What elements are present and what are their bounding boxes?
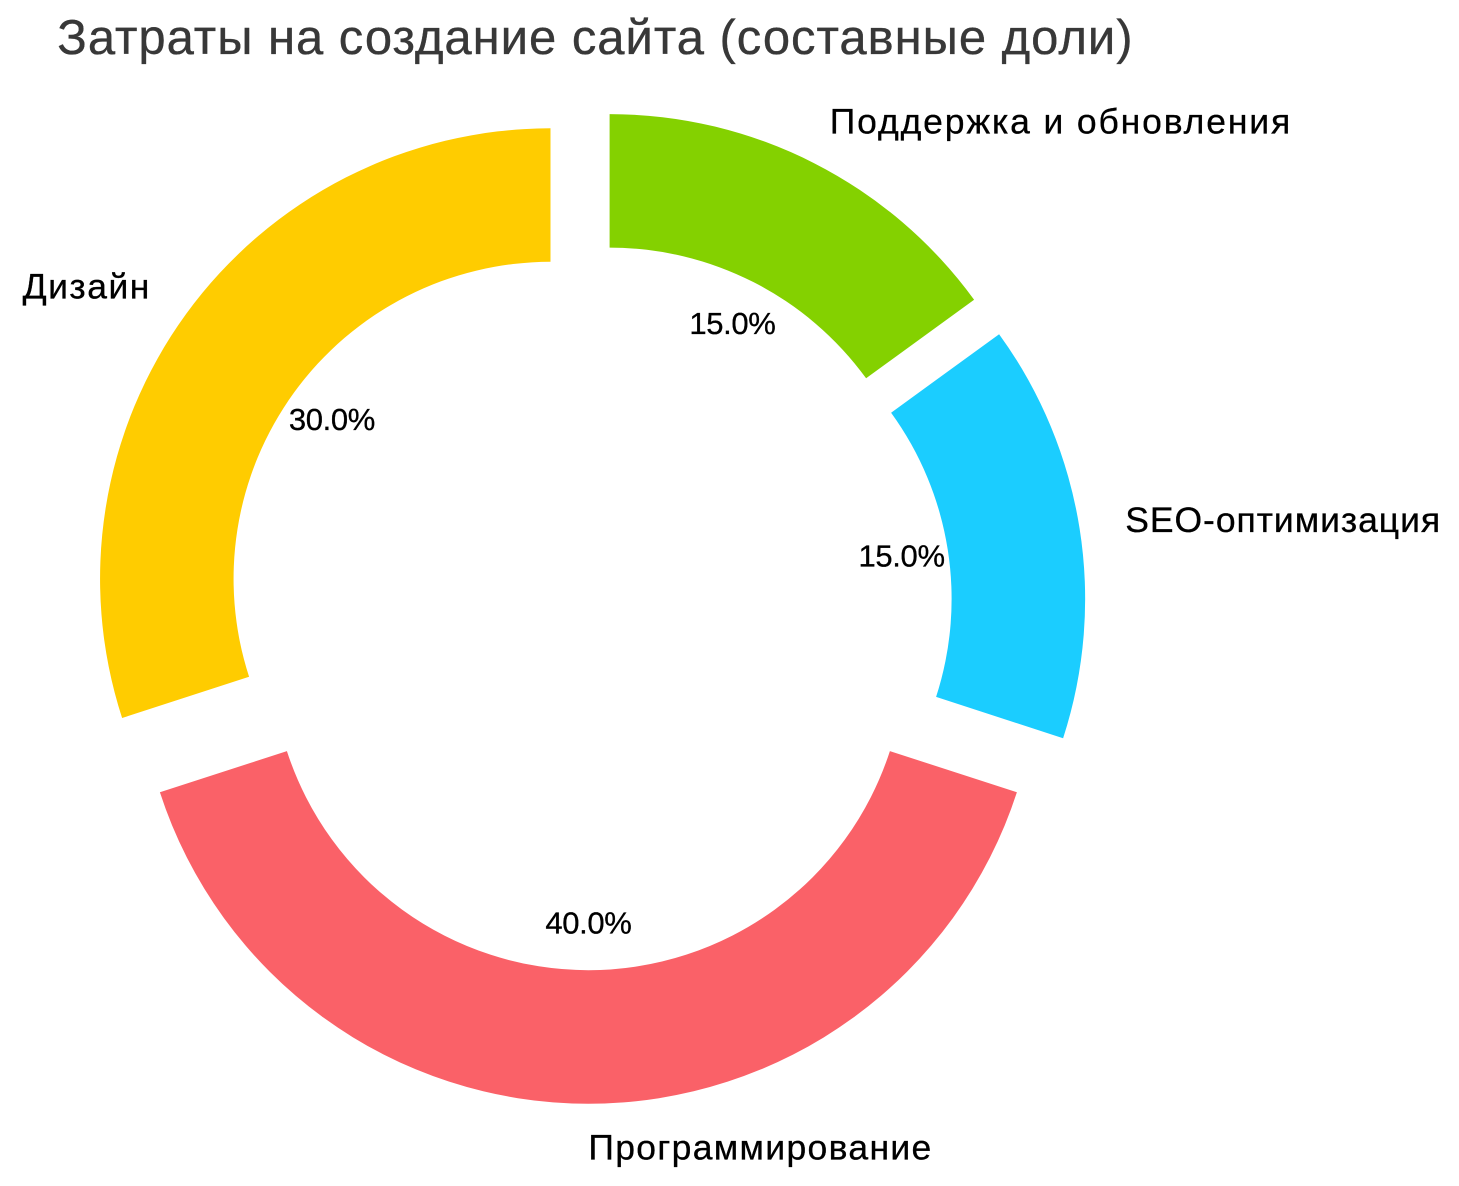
svg-text:15.0%: 15.0%	[689, 306, 775, 341]
svg-text:15.0%: 15.0%	[859, 539, 945, 574]
svg-text:30.0%: 30.0%	[289, 402, 375, 437]
svg-text:SEO-оптимизация: SEO-оптимизация	[1125, 500, 1441, 540]
svg-text:40.0%: 40.0%	[545, 905, 631, 940]
svg-text:Поддержка и обновления: Поддержка и обновления	[830, 102, 1292, 142]
svg-text:Программирование: Программирование	[588, 1127, 932, 1167]
svg-text:Дизайн: Дизайн	[23, 266, 151, 306]
svg-text:Затраты на создание сайта (сос: Затраты на создание сайта (составные дол…	[57, 11, 1133, 65]
